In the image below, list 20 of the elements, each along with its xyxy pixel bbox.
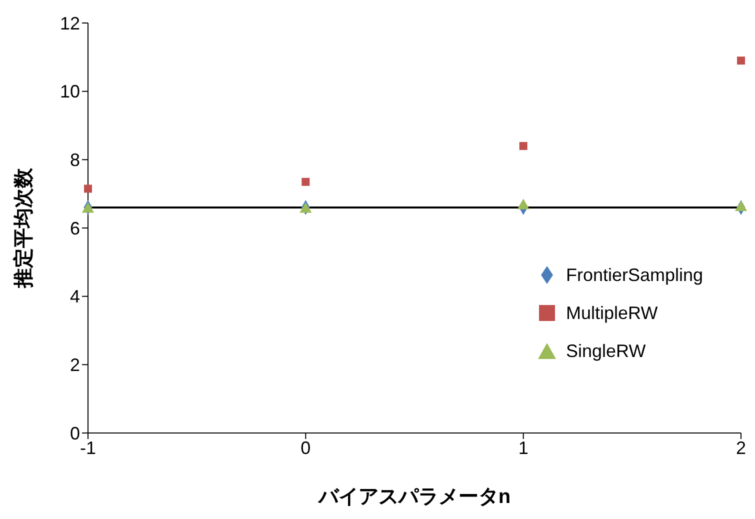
y-tick-label: 10 — [60, 82, 80, 102]
x-tick-label: 0 — [300, 438, 311, 458]
x-tick-label: -1 — [80, 438, 96, 458]
y-tick-label: 4 — [70, 286, 80, 307]
y-tick-label: 12 — [60, 13, 80, 34]
y-tick-label: 2 — [70, 355, 80, 376]
y-tick-label: 8 — [70, 150, 80, 170]
x-tick-label: 2 — [736, 438, 746, 458]
y-tick-label: 6 — [70, 218, 80, 238]
y-tick-label: 0 — [70, 423, 80, 444]
point — [302, 178, 310, 186]
legend-label: SingleRW — [566, 340, 647, 363]
x-tick-label: 1 — [518, 438, 528, 458]
y-axis-title: 推定平均次数 — [12, 167, 36, 289]
legend-label: FrontierSampling — [566, 264, 704, 287]
x-axis-title: バイアスパラメータn — [317, 486, 511, 508]
point — [737, 56, 745, 65]
legend-label: MultipleRW — [566, 302, 659, 325]
point — [84, 184, 92, 193]
point — [519, 142, 528, 150]
